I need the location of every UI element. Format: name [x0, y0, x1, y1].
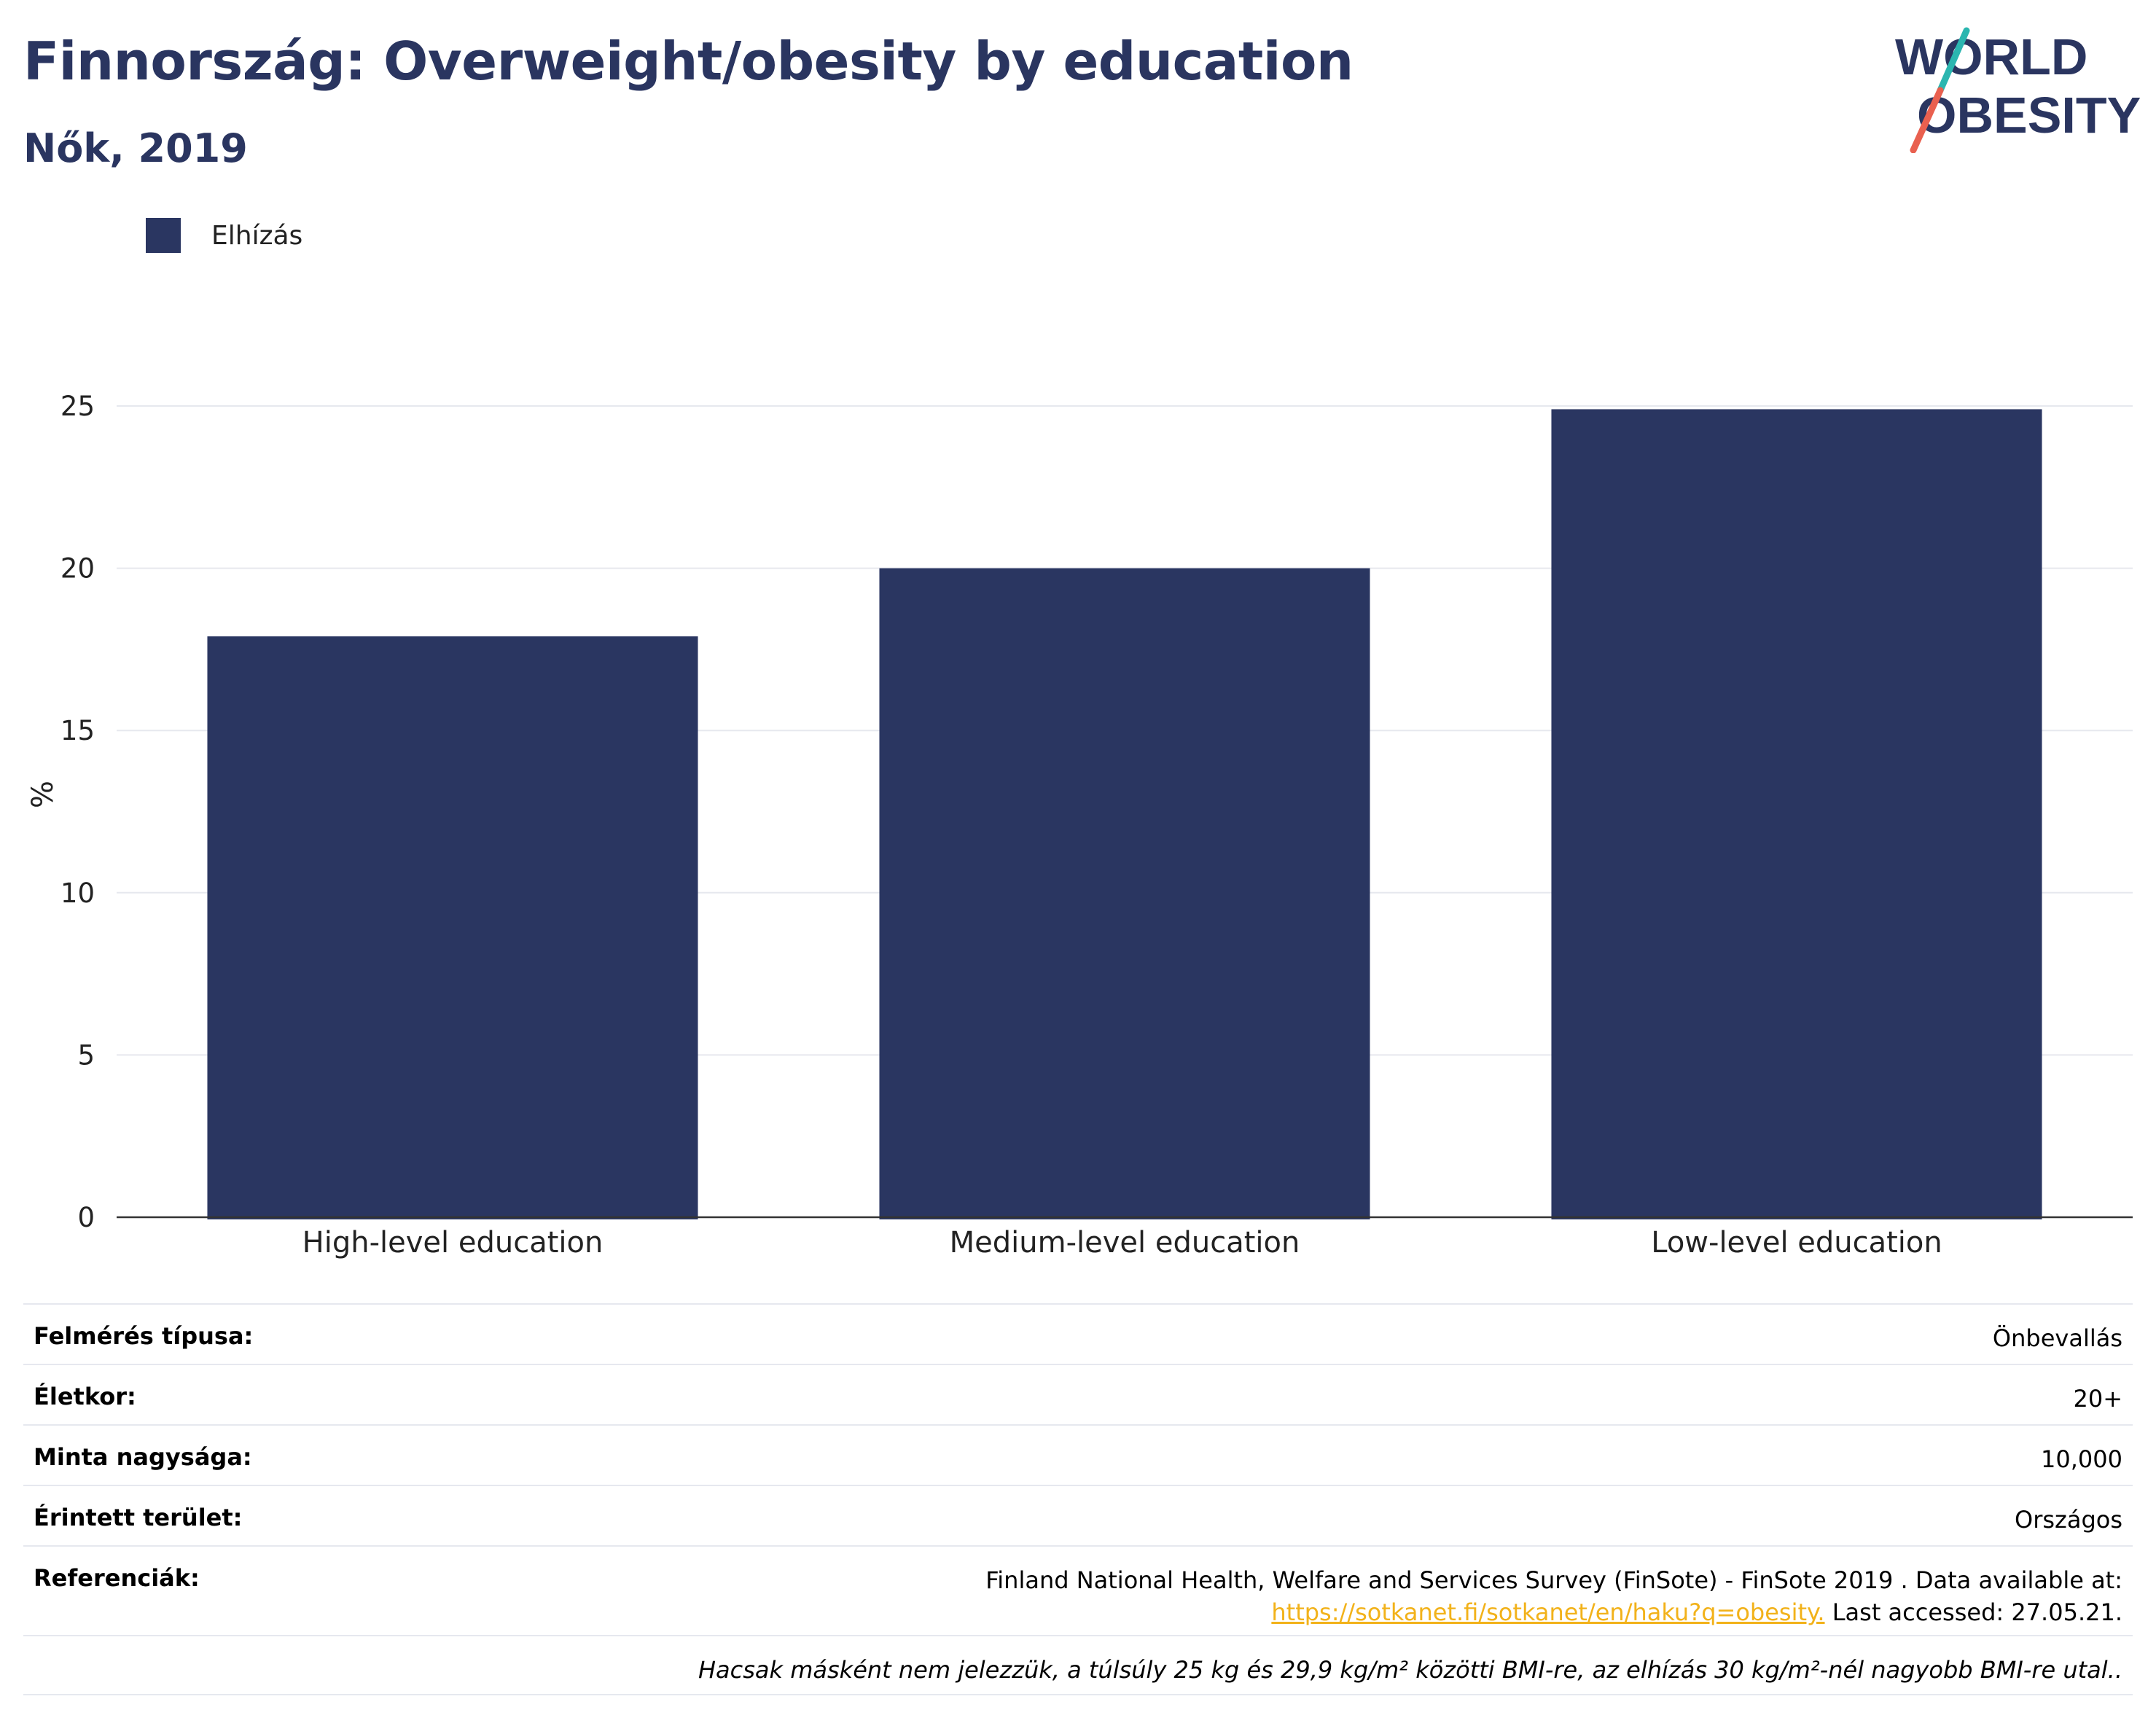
y-axis-label: % [26, 781, 60, 808]
chart-subtitle: Nők, 2019 [23, 125, 248, 171]
info-row-references: Referenciák: Finland National Health, We… [23, 1545, 2133, 1635]
world-obesity-logo: WORLD OBESITY [1895, 27, 2141, 153]
logo-line2: OBESITY [1917, 87, 2141, 144]
logo-line1: WORLD [1895, 28, 2087, 85]
legend-label: Elhízás [211, 220, 303, 251]
y-tick-label: 15 [60, 715, 95, 746]
survey-type-value: Önbevallás [1992, 1324, 2122, 1352]
y-tick-label: 5 [77, 1039, 95, 1071]
legend[interactable]: Elhízás [146, 217, 302, 254]
age-label: Életkor: [34, 1383, 136, 1410]
info-table: Felmérés típusa: Önbevallás Életkor: 20+… [23, 1303, 2133, 1695]
sample-size-label: Minta nagysága: [34, 1443, 252, 1471]
bar-chart: 0 5 10 15 20 25% High-level education Medium-le… [26, 391, 2133, 1260]
y-tick-label: 25 [60, 391, 95, 422]
x-tick-label: High-level education [302, 1226, 604, 1260]
logo-slash-red [1910, 87, 1944, 153]
references-accessed: Last accessed: 27.05.21. [1824, 1598, 2122, 1626]
info-row-age: Életkor: 20+ [23, 1364, 2133, 1424]
y-tick-label: 0 [77, 1202, 95, 1233]
info-row-area: Érintett terület: Országos [23, 1485, 2133, 1545]
area-value: Országos [2015, 1506, 2122, 1534]
bar-2 [879, 568, 1370, 1219]
y-tick-label: 10 [60, 878, 95, 909]
bar-3 [1551, 409, 2042, 1219]
legend-swatch [146, 218, 181, 253]
sample-size-value: 10,000 [2041, 1445, 2122, 1473]
references-label: Referenciák: [34, 1564, 200, 1592]
y-tick-label: 20 [60, 553, 95, 585]
logo-slash-teal [1937, 27, 1970, 94]
bar-1 [207, 636, 698, 1219]
references-text: Finland National Health, Welfare and Ser… [985, 1566, 2122, 1594]
x-tick-label: Low-level education [1651, 1226, 1942, 1260]
x-tick-label: Medium-level education [950, 1226, 1300, 1260]
survey-type-label: Felmérés típusa: [34, 1322, 254, 1350]
references-link[interactable]: https://sotkanet.fi/sotkanet/en/haku?q=o… [1271, 1598, 1825, 1626]
age-value: 20+ [2073, 1385, 2122, 1413]
info-row-sample-size: Minta nagysága: 10,000 [23, 1424, 2133, 1485]
info-row-footnote: Hacsak másként nem jelezzük, a túlsúly 2… [23, 1635, 2133, 1695]
area-label: Érintett terület: [34, 1504, 243, 1531]
references-value: Finland National Health, Welfare and Ser… [985, 1547, 2122, 1628]
chart-title: Finnország: Overweight/obesity by educat… [23, 31, 1354, 92]
info-row-survey-type: Felmérés típusa: Önbevallás [23, 1303, 2133, 1364]
footnote: Hacsak másként nem jelezzük, a túlsúly 2… [698, 1656, 2122, 1684]
